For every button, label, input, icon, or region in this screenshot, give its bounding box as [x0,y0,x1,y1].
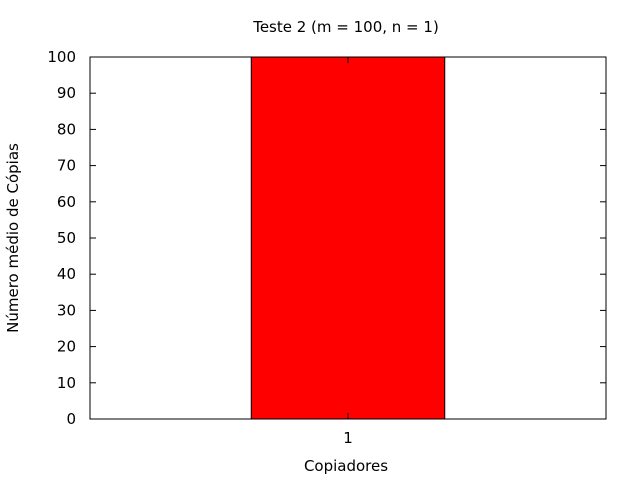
y-axis-label: Número médio de Cópias [4,143,22,333]
chart-title: Teste 2 (m = 100, n = 1) [252,18,439,36]
y-tick-label: 10 [57,374,76,392]
y-tick-label: 30 [57,301,76,319]
x-tick-label: 1 [343,429,353,447]
y-tick-label: 60 [57,193,76,211]
y-tick-label: 0 [66,410,76,428]
y-tick-label: 50 [57,229,76,247]
y-tick-label: 20 [57,338,76,356]
y-tick-label: 80 [57,120,76,138]
y-tick-label: 90 [57,84,76,102]
y-tick-label: 70 [57,157,76,175]
y-tick-label: 40 [57,265,76,283]
y-tick-label: 100 [47,48,76,66]
bar-1 [250,56,446,420]
x-axis-label: Copiadores [304,457,388,475]
plot-frame [89,56,607,420]
